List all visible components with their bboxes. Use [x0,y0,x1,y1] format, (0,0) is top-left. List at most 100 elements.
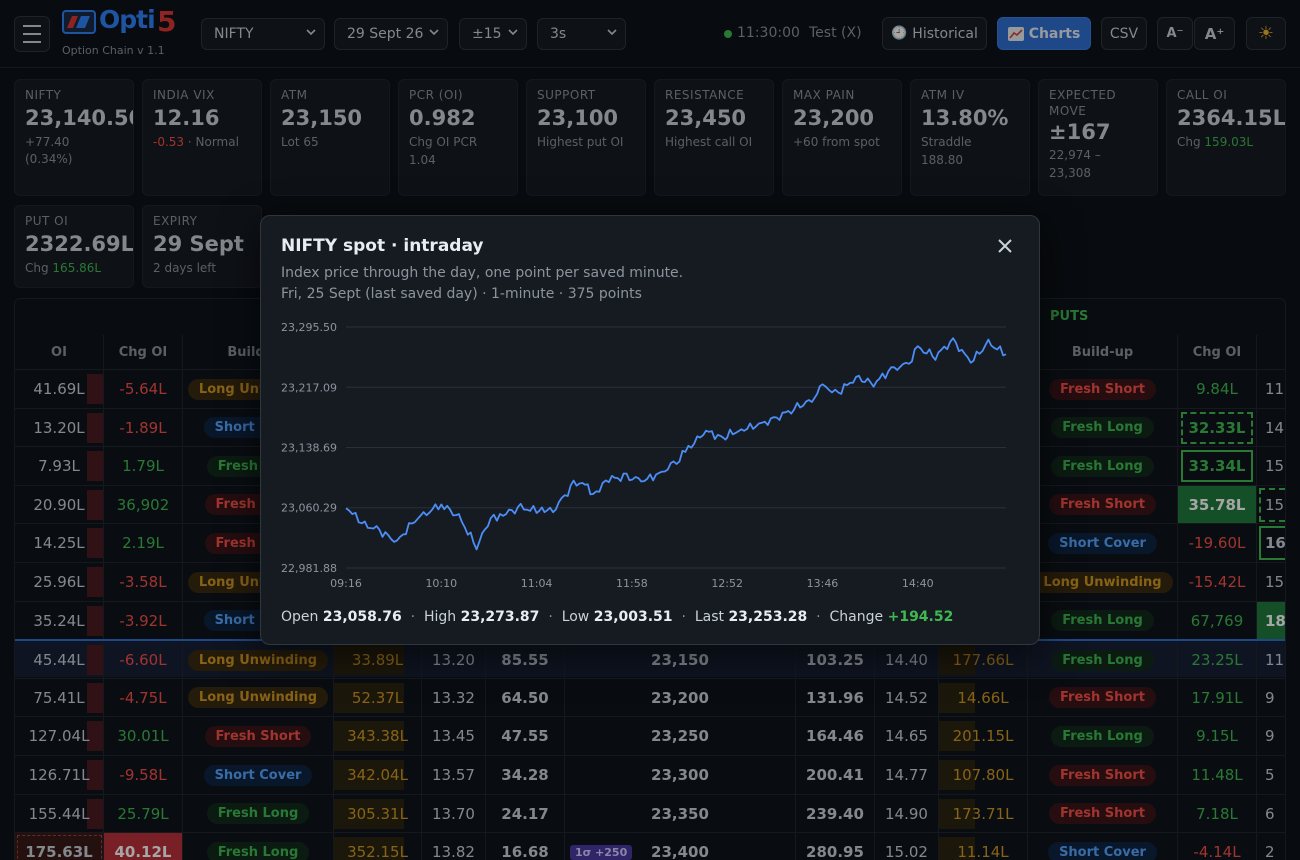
card-change: +77.40 [25,135,70,149]
historical-button[interactable]: 🕘 Historical [882,17,987,50]
strike-value: 23,250 [651,727,709,746]
call-oi-value: 13.20L [33,418,85,437]
put-oi-cell: 16 [1257,524,1285,562]
top-bar: Opti 5 Option Chain v 1.1 NIFTY 29 Sept … [0,0,1300,68]
sun-icon: ☀ [1257,23,1275,44]
call-iv-cell: 13.32 [422,678,486,717]
high-value: 23,273.87 [460,609,540,625]
put-chg-oi-cell: 11.48L [1178,756,1257,794]
refresh-select[interactable]: 3s [537,18,626,50]
call-volume-value: 52.37L [351,688,404,707]
card-label: PUT OI [25,214,69,228]
header-chg-oi: Chg OI [104,335,183,369]
put-oi-cell: 9 [1257,679,1285,717]
app-version: Option Chain v 1.1 [62,44,165,57]
put-chg-oi-cell: 9.84L [1178,370,1257,408]
call-chg-oi-cell: -5.64L [104,370,183,408]
strike-cell: 23,350 [565,794,796,833]
high-label: High [423,609,457,625]
chevron-down-icon [607,29,617,36]
card-expiry: EXPIRY 29 Sept 2 days left [142,205,262,288]
call-iv-cell: 13.82 [422,833,486,860]
font-increase-button[interactable]: A⁺ [1194,17,1235,50]
charts-button[interactable]: Charts [997,17,1091,50]
modal-meta: Fri, 25 Sept (last saved day) · 1-minute… [281,286,642,302]
call-iv-cell: 13.70 [422,794,486,833]
card-sub2: 23,308 [1049,166,1091,180]
card-value: 23,200 [793,106,875,130]
put-chg-oi-cell: 67,769 [1178,601,1257,640]
table-row: 75.41L -4.75L Long Unwinding 52.37L 13.32 64.… [15,677,1285,717]
call-chg-oi-cell: 30.01L [104,717,183,756]
put-chg-oi-cell: -15.42L [1178,563,1257,601]
call-volume-cell: 343.38L [334,717,422,756]
put-oi-cell: 15 [1257,447,1285,485]
close-icon[interactable] [993,234,1017,258]
expiry-select[interactable]: 29 Sept 26 [334,18,448,50]
call-chg-oi-cell: 36,902 [104,485,183,524]
card-label: ATM IV [921,88,965,102]
card-call-oi: CALL OI 2364.15L Chg 159.03L [1166,79,1286,196]
put-ltp-cell: 200.41 [796,756,875,794]
build-up-badge: Short Cover [203,764,313,786]
menu-button[interactable] [14,16,50,52]
modal-title: NIFTY spot · intraday [281,236,484,256]
theme-toggle-button[interactable]: ☀ [1246,17,1286,50]
card-value: 0.982 [409,106,476,130]
call-volume-value: 352.15L [347,843,408,860]
call-chg-oi-cell: -3.92L [104,601,183,640]
call-ltp-cell: 47.55 [486,717,565,756]
card-sub: Chg OI PCR [409,135,478,149]
call-oi-value: 127.04L [28,727,90,746]
call-ltp-cell: 24.17 [486,794,565,833]
x-tick-label: 11:04 [521,577,553,590]
csv-button[interactable]: CSV [1101,17,1147,50]
put-oi-cell: 18 [1257,601,1285,640]
call-volume-cell: 52.37L [334,678,422,717]
card-max-pain: MAX PAIN 23,200 +60 from spot [782,79,902,196]
call-oi-cell: 13.20L [15,408,104,447]
mode-label: Test (X) [809,25,862,41]
put-chg-oi-value: 67,769 [1190,611,1244,630]
expiry-value: 29 Sept 26 [347,26,424,42]
card-put-oi: PUT OI 2322.69L Chg 165.86L [14,205,134,288]
put-iv-cell: 14.52 [875,678,939,717]
strike-value: 23,300 [651,766,709,784]
put-volume-cell: 11.14L [939,833,1028,860]
card-pcr: PCR (OI) 0.982 Chg OI PCR 1.04 [398,79,518,196]
strike-range-select[interactable]: ±15 [459,18,527,50]
card-label: RESISTANCE [665,88,745,102]
card-label: EXPECTED MOVE [1049,88,1117,118]
put-oi-cell: 6 [1257,795,1285,833]
call-oi-cell: 127.04L [15,717,104,756]
card-label: ATM [281,88,308,102]
table-row: 13.20L -1.89L Short Cover Fresh Long 32.33L 1… [15,407,1285,447]
call-volume-cell: 305.31L [334,794,422,833]
strike-value: 23,400 [651,843,709,860]
card-value: 23,150 [281,106,363,130]
strike-cell: 23,150 [565,641,796,680]
card-label: PCR (OI) [409,88,464,102]
call-oi-value: 155.44L [28,804,90,823]
font-decrease-button[interactable]: A⁻ [1157,17,1193,50]
put-build-up-cell: Fresh Short [1028,370,1178,408]
call-oi-cell: 45.44L [15,641,104,680]
put-ltp-cell: 280.95 [796,833,875,860]
symbol-select[interactable]: NIFTY [201,18,325,50]
put-build-up-cell: Short Cover [1028,524,1178,563]
put-chg-oi-cell: 33.34L [1178,447,1257,486]
put-iv-cell: 14.40 [875,641,939,680]
call-chg-oi-cell: 2.19L [104,524,183,563]
call-oi-cell: 35.24L [15,601,104,640]
put-iv-cell: 14.65 [875,717,939,756]
build-up-badge: Short Cover [1048,532,1157,554]
put-volume-value: 177.66L [952,651,1014,670]
call-chg-oi-cell: 1.79L [104,447,183,486]
historical-label: Historical [912,25,978,42]
card-value: 2322.69L [25,232,134,256]
card-value: 12.16 [153,106,220,130]
call-ltp-cell: 16.68 [486,833,565,860]
card-sub: Chg [25,261,53,275]
card-atm-iv: ATM IV 13.80% Straddle 188.80 [910,79,1030,196]
chevron-down-icon [306,29,316,36]
